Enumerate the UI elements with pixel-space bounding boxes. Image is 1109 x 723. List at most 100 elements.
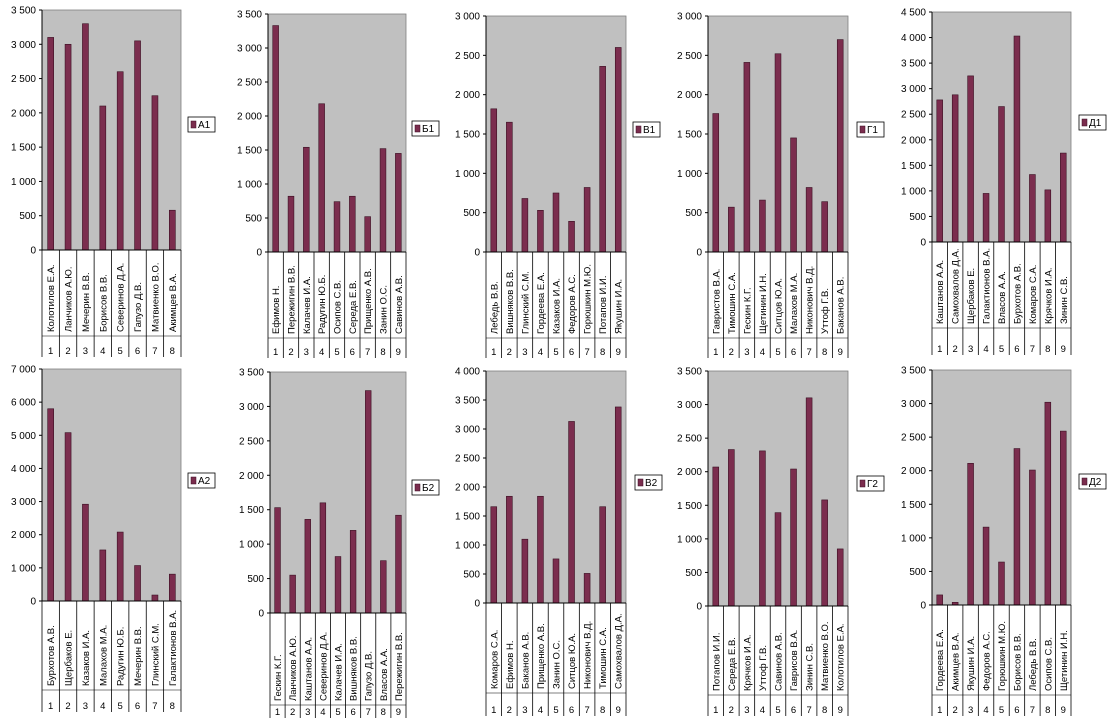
chart-6-category-label: Малахов М.А. (98, 625, 109, 686)
chart-9-category-index: 7 (806, 705, 811, 716)
chart-4-bar (743, 62, 751, 253)
chart-4-category-label: Тимошин С.А. (727, 272, 738, 334)
chart-6-bar (82, 503, 89, 602)
chart-4-y-tick-label: 500 (685, 208, 702, 219)
chart-4-category-label: Гавристов В.А. (711, 269, 722, 334)
chart-5-category-label: Зинин С.В. (1059, 276, 1070, 324)
chart-10-category-label: Акимцев В.А. (951, 632, 962, 691)
chart-6-category-label: Глинский С.М. (150, 623, 161, 686)
chart-5-category-index: 8 (1045, 344, 1050, 355)
chart-9-bar (821, 499, 828, 607)
chart-6-category-label: Бурхотов А.В. (46, 625, 57, 686)
chart-5-category-index: 3 (968, 344, 973, 355)
chart-7-bar (274, 507, 281, 614)
chart-6-bar (47, 408, 54, 602)
chart-2-category-label: Осипов С.В. (333, 280, 344, 334)
chart-8-y-tick-label: 3 000 (455, 425, 480, 436)
chart-1-category-index: 5 (118, 346, 123, 357)
chart-6-category-index: 2 (65, 701, 70, 712)
chart-4-category-index: 5 (775, 347, 780, 358)
chart-9-category-label: Савинов А.В. (774, 632, 785, 691)
chart-10-category-index: 7 (1030, 705, 1035, 716)
chart-8-y-tick-label: 0 (474, 599, 480, 610)
chart-9-bar (790, 468, 797, 607)
chart-8-bar (568, 421, 575, 604)
chart-9-bar (759, 450, 766, 607)
chart-10-category-label: Горюшкин М.Ю. (997, 621, 1008, 691)
chart-4-bar (712, 113, 720, 253)
chart-3-legend-swatch (635, 125, 642, 134)
chart-5-category-index: 4 (983, 344, 988, 355)
chart-10-category-label: Борисов В.В. (1012, 633, 1023, 691)
chart-7-y-tick-label: 1 500 (239, 505, 264, 516)
chart-7-y-tick-label: 2 000 (239, 471, 264, 482)
chart-4-category-index: 6 (791, 347, 796, 358)
chart-6-plot-area (41, 368, 182, 602)
chart-2-category-index: 1 (273, 347, 278, 358)
chart-8-y-tick-label: 4 000 (455, 367, 480, 378)
chart-4-y-tick-label: 0 (696, 248, 702, 259)
chart-9-category-label: Крячков И.А. (742, 635, 753, 691)
chart-4-category-label: Малахов М.А. (789, 273, 800, 334)
chart-5-category-label: Каштанов А.А. (935, 260, 946, 324)
chart-7-bar (334, 556, 342, 614)
chart-10-category-index: 9 (1061, 705, 1066, 716)
chart-2-category-index: 7 (365, 347, 370, 358)
chart-3-category-label: Якушин И.А. (614, 279, 625, 334)
chart-9-category-index: 5 (775, 705, 780, 716)
chart-9-category-label: Середа Е.В. (727, 637, 738, 691)
chart-9-y-tick-label: 1 000 (677, 534, 702, 545)
chart-2-bar (333, 201, 341, 253)
chart-1-y-tick-label: 0 (30, 246, 36, 257)
chart-7-category-label: Вишняков В.В. (349, 636, 360, 701)
chart-5-bar (998, 106, 1005, 243)
chart-3-y-tick-label: 1 000 (455, 169, 480, 180)
chart-10-category-label: Якушин И.А. (966, 636, 977, 691)
chart-9-bar (728, 449, 735, 607)
chart-3-category-index: 6 (569, 347, 574, 358)
chart-2-y-tick-label: 500 (245, 214, 262, 225)
chart-7-y-tick-label: 3 500 (239, 368, 264, 379)
chart-8-category-index: 4 (538, 705, 543, 716)
chart-10-bar (1013, 448, 1021, 606)
chart-7-category-index: 5 (335, 707, 340, 718)
chart-1-bar (151, 95, 159, 251)
chart-7-y-tick-label: 1 000 (239, 540, 264, 551)
chart-6-category-index: 7 (152, 701, 157, 712)
chart-5-legend-label: Д1 (1089, 118, 1102, 129)
chart-4-category-index: 9 (838, 347, 843, 358)
chart-10-category-index: 1 (937, 705, 942, 716)
chart-8-category-label: Никонович В.Д. (583, 621, 594, 689)
chart-4-legend-swatch (859, 125, 866, 134)
chart-8-bar (521, 538, 529, 604)
chart-3-y-tick-label: 1 500 (455, 130, 480, 141)
chart-7-category-label: Гескин К.Г. (273, 654, 284, 701)
chart-4-category-label: Баканов А.В. (836, 277, 847, 334)
chart-9-y-tick-label: 2 000 (677, 467, 702, 478)
chart-5-category-index: 2 (953, 344, 958, 355)
chart-6-category-index: 1 (48, 701, 53, 712)
chart-9-bar (805, 397, 813, 607)
chart-6-category-index: 5 (118, 701, 123, 712)
chart-2-y-tick-label: 1 500 (237, 146, 262, 157)
chart-5-category-label: Щербаков Е. (966, 268, 977, 324)
chart-5-bar (936, 99, 943, 243)
chart-5-category-label: Крячков И.А. (1043, 268, 1054, 324)
chart-10-bar (982, 526, 990, 606)
chart-3-y-tick-label: 0 (474, 248, 480, 259)
chart-3-bar (506, 121, 513, 253)
chart-4-y-tick-label: 1 500 (677, 130, 702, 141)
chart-9-category-index: 6 (791, 705, 796, 716)
chart-6-y-tick-label: 1 000 (11, 563, 36, 574)
chart-4-category-label: Уттоф Г.В. (820, 288, 831, 334)
chart-9-y-tick-label: 3 500 (677, 367, 702, 378)
chart-1-category-index: 8 (170, 346, 175, 357)
chart-1-category-index: 7 (152, 346, 157, 357)
chart-8-y-tick-label: 1 500 (455, 512, 480, 523)
chart-8-legend-label: В2 (645, 478, 658, 489)
chart-4-y-tick-label: 3 000 (677, 12, 702, 23)
chart-4-category-index: 7 (806, 347, 811, 358)
chart-4-category-index: 8 (822, 347, 827, 358)
chart-8-y-tick-label: 3 500 (455, 396, 480, 407)
chart-6-bar (151, 594, 159, 602)
